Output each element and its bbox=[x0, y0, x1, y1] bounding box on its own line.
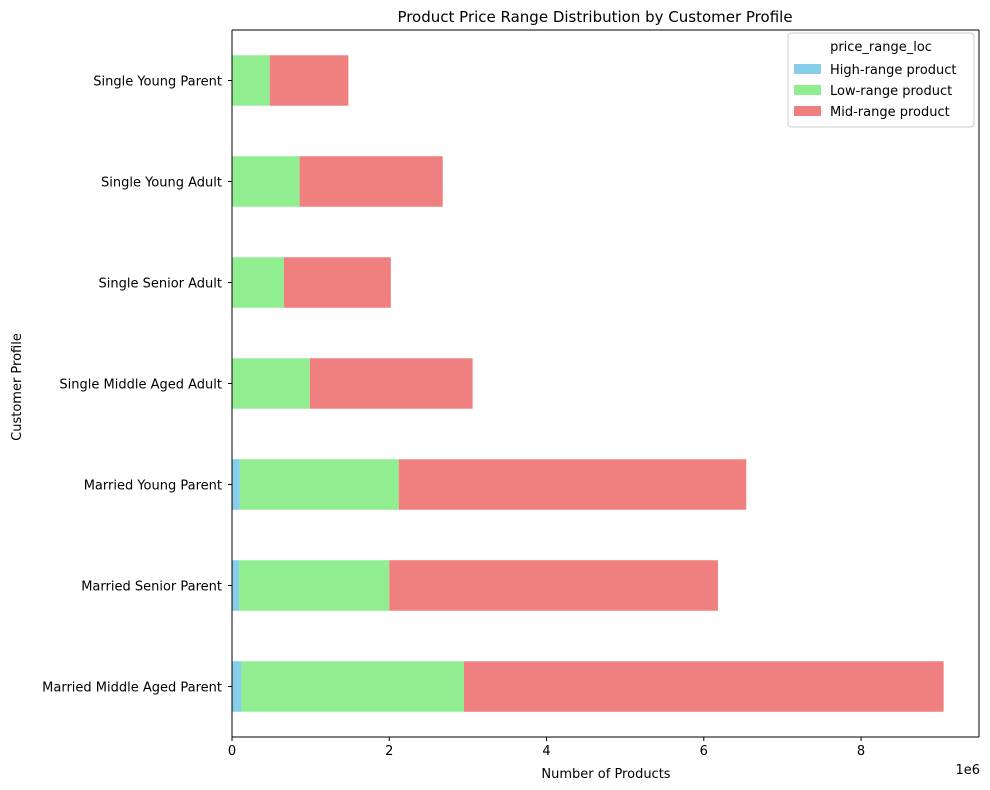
legend-label: High-range product bbox=[830, 63, 957, 78]
y-axis-ticks: Married Middle Aged Parent Married Senior… bbox=[42, 75, 232, 696]
legend-items: High-range product Low-range product Mid-r… bbox=[794, 63, 957, 120]
legend-title: price_range_loc bbox=[830, 40, 932, 55]
y-tick-label: Married Senior Parent bbox=[81, 580, 222, 595]
x-tick-label: 8 bbox=[857, 744, 865, 759]
bar-segment bbox=[232, 560, 240, 611]
bar-segment bbox=[283, 257, 391, 308]
bar-segment bbox=[389, 560, 718, 611]
x-tick-label: 6 bbox=[700, 744, 708, 759]
y-tick-label: Single Middle Aged Adult bbox=[59, 378, 222, 393]
legend-swatch bbox=[794, 106, 821, 116]
legend-swatch bbox=[794, 85, 821, 95]
y-tick-label: Single Young Parent bbox=[93, 75, 222, 90]
bar-segment bbox=[398, 459, 747, 510]
x-axis-offset-label: 1e6 bbox=[955, 763, 980, 778]
bar-segment bbox=[239, 560, 390, 611]
legend-label: Mid-range product bbox=[830, 105, 950, 120]
legend: price_range_loc High-range product Low-ra… bbox=[787, 32, 975, 128]
legend-frame bbox=[787, 32, 975, 128]
x-axis-label: Number of Products bbox=[541, 767, 670, 782]
x-axis-ticks: 0 2 4 6 8 bbox=[228, 737, 865, 759]
chart-title: Product Price Range Distribution by Cust… bbox=[397, 8, 792, 26]
bar-segment bbox=[241, 661, 464, 712]
bar-segment bbox=[299, 156, 443, 207]
bar-segment bbox=[232, 459, 240, 510]
legend-swatch bbox=[794, 64, 821, 74]
y-axis-label: Customer Profile bbox=[10, 333, 25, 441]
bar-segment bbox=[232, 661, 242, 712]
x-tick-label: 4 bbox=[542, 744, 550, 759]
bar-segment bbox=[232, 55, 270, 106]
x-tick-label: 2 bbox=[385, 744, 393, 759]
y-tick-label: Married Middle Aged Parent bbox=[42, 681, 222, 696]
x-tick-label: 0 bbox=[228, 744, 236, 759]
legend-label: Low-range product bbox=[830, 84, 952, 99]
bar-segment bbox=[269, 55, 349, 106]
bar-segment bbox=[232, 156, 300, 207]
bar-segment bbox=[232, 358, 310, 409]
bar-segment bbox=[463, 661, 944, 712]
y-tick-label: Single Young Adult bbox=[101, 176, 222, 191]
y-tick-label: Married Young Parent bbox=[84, 479, 222, 494]
y-tick-label: Single Senior Adult bbox=[99, 277, 223, 292]
bars bbox=[232, 55, 944, 712]
bar-segment bbox=[232, 257, 284, 308]
bar-segment bbox=[239, 459, 399, 510]
bar-segment bbox=[309, 358, 473, 409]
